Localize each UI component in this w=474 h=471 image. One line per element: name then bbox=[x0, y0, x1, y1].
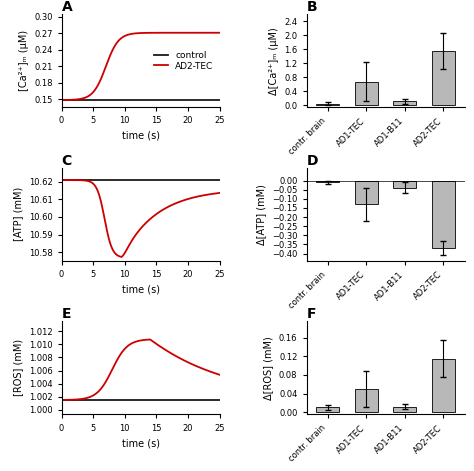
Y-axis label: [Ca²⁺]ₘ (μM): [Ca²⁺]ₘ (μM) bbox=[18, 30, 28, 91]
Y-axis label: [ROS] (mM): [ROS] (mM) bbox=[13, 340, 23, 397]
Bar bbox=[393, 101, 416, 106]
Bar bbox=[316, 180, 339, 182]
Bar bbox=[316, 407, 339, 412]
Bar bbox=[393, 180, 416, 188]
Y-axis label: Δ[ATP] (mM): Δ[ATP] (mM) bbox=[256, 184, 266, 245]
Legend: control, AD2-TEC: control, AD2-TEC bbox=[153, 49, 215, 73]
Text: F: F bbox=[307, 308, 316, 321]
Bar bbox=[432, 51, 455, 106]
Bar bbox=[432, 358, 455, 412]
Text: B: B bbox=[307, 0, 317, 14]
Bar bbox=[355, 389, 378, 412]
X-axis label: time (s): time (s) bbox=[122, 438, 160, 448]
Text: C: C bbox=[62, 154, 72, 168]
Y-axis label: Δ[Ca²⁺]ₘ (μM): Δ[Ca²⁺]ₘ (μM) bbox=[269, 27, 279, 95]
Y-axis label: Δ[ROS] (mM): Δ[ROS] (mM) bbox=[264, 336, 273, 400]
X-axis label: time (s): time (s) bbox=[122, 131, 160, 141]
Text: A: A bbox=[62, 0, 73, 14]
Text: E: E bbox=[62, 308, 71, 321]
Bar bbox=[316, 104, 339, 106]
Bar bbox=[432, 180, 455, 248]
Bar bbox=[355, 180, 378, 204]
X-axis label: time (s): time (s) bbox=[122, 284, 160, 294]
Bar bbox=[355, 81, 378, 106]
Y-axis label: [ATP] (mM): [ATP] (mM) bbox=[13, 187, 23, 242]
Bar bbox=[393, 406, 416, 412]
Text: D: D bbox=[307, 154, 318, 168]
